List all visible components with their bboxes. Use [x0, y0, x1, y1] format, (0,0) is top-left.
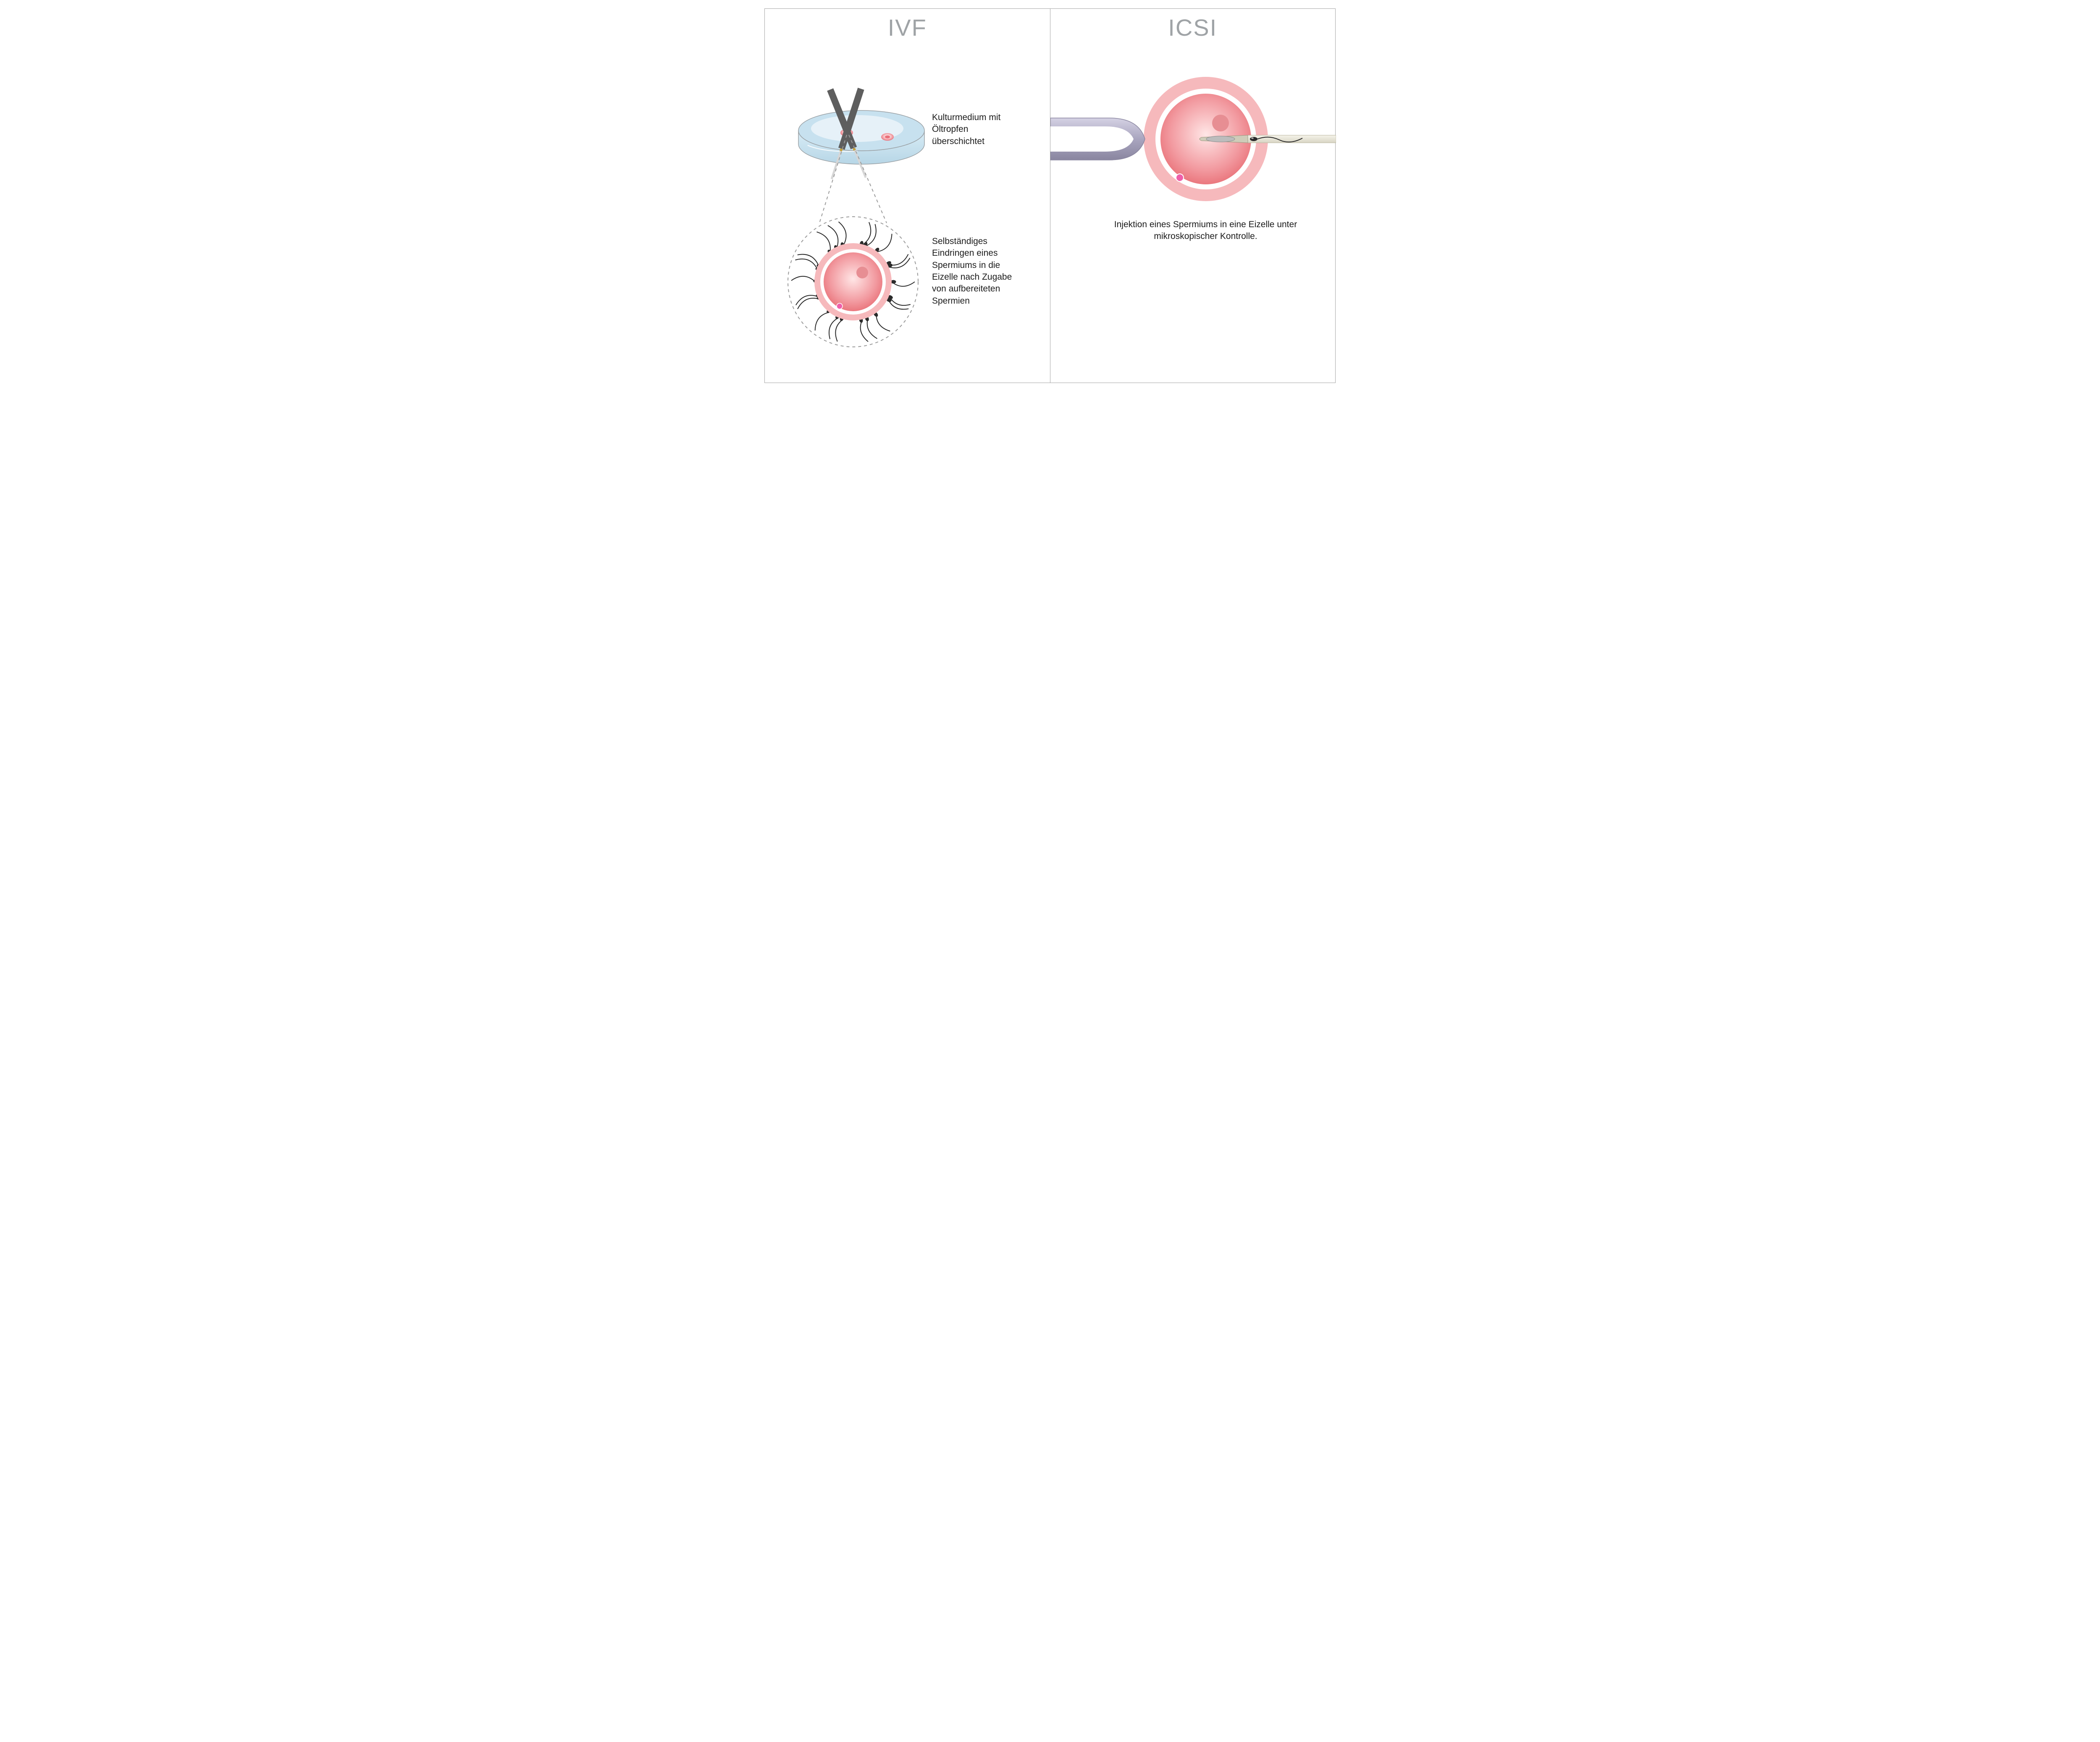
- caption-icsi: Injektion eines Spermiums in eine Eizell…: [1101, 219, 1311, 243]
- diagram-frame: IVF: [764, 8, 1336, 383]
- panel-icsi: ICSI: [1050, 9, 1336, 383]
- icsi-illustration: [1050, 55, 1336, 215]
- label-egg: Selbständiges Eindringen eines Spermiums…: [932, 236, 1024, 307]
- title-icsi: ICSI: [1050, 14, 1336, 41]
- title-ivf: IVF: [765, 14, 1050, 41]
- label-dish: Kulturmedium mit Öltropfen überschichtet: [932, 112, 1016, 147]
- injection-needle-icon: [1200, 135, 1336, 143]
- panel-ivf: IVF: [765, 9, 1050, 383]
- holding-pipette-icon: [1050, 118, 1145, 160]
- ivf-egg-zoom-illustration: [777, 206, 929, 357]
